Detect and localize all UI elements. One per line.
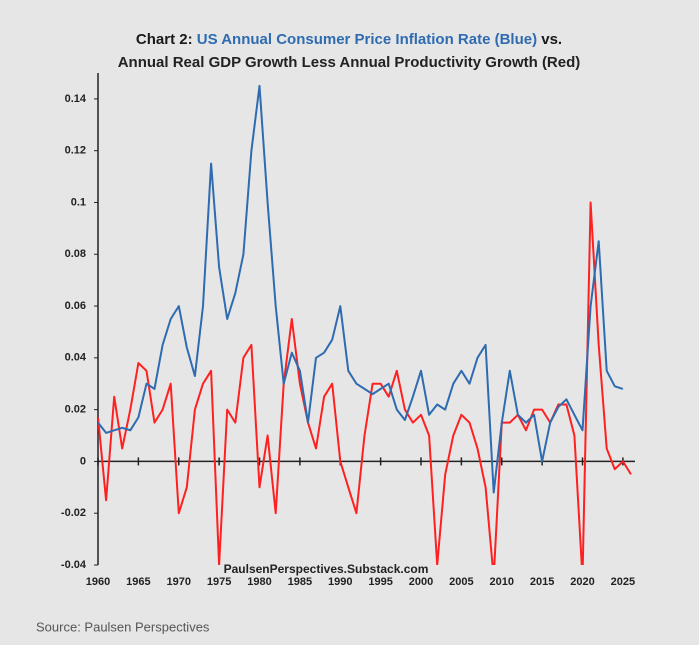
watermark: PaulsenPerspectives.Substack.com [224,562,429,576]
y-tick-label: 0.06 [65,300,86,312]
chart-subtitle: Annual Real GDP Growth Less Annual Produ… [118,54,581,71]
y-tick-label: 0.1 [71,196,86,208]
plot-area [98,84,632,565]
x-tick-label: 2000 [409,576,433,588]
y-tick-label: -0.02 [61,507,86,519]
y-tick-label: 0 [80,455,86,467]
y-tick-label: 0.08 [65,248,86,260]
x-tick-label: 2025 [611,576,635,588]
x-tick-label: 1970 [167,576,191,588]
x-tick-label: 1985 [288,576,312,588]
x-tick-label: 1975 [207,576,231,588]
title-part: vs. [541,31,562,48]
x-tick-label: 1990 [328,576,352,588]
x-tick-label: 2010 [490,576,514,588]
x-tick-label: 1965 [126,576,150,588]
y-tick-label: 0.14 [65,93,87,105]
y-tick-label: 0.12 [65,145,86,157]
line-series [98,84,624,494]
x-tick-label: 1995 [368,576,392,588]
x-tick-label: 1960 [86,576,110,588]
title-part: US Annual Consumer Price Inflation Rate … [197,31,537,48]
x-tick-label: 2005 [449,576,473,588]
chart-title: Chart 2: US Annual Consumer Price Inflat… [136,31,562,48]
x-tick-label: 2015 [530,576,554,588]
y-tick-label: 0.02 [65,404,86,416]
x-tick-label: 1980 [247,576,271,588]
y-tick-label: -0.04 [61,559,87,571]
line-series [98,201,632,565]
x-tick-label: 2020 [570,576,594,588]
y-tick-label: 0.04 [65,352,87,364]
source: Source: Paulsen Perspectives [36,619,210,634]
title-part: Chart 2: [136,31,193,48]
